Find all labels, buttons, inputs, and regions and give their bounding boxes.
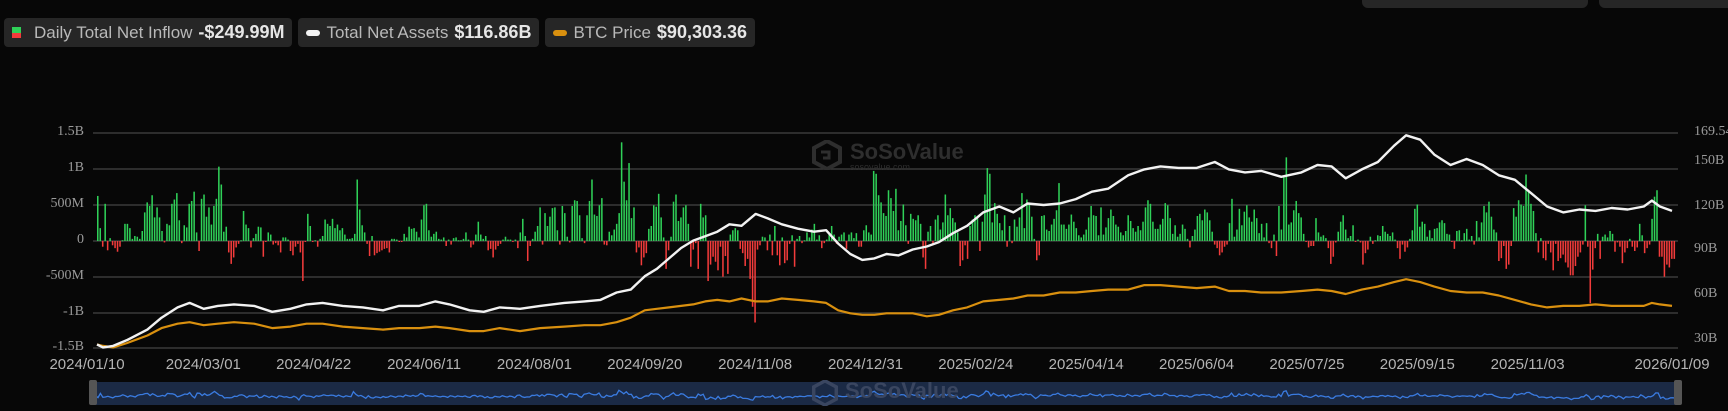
x-tick-label: 2024/04/22 <box>276 356 352 373</box>
top-toolbar-button-2[interactable] <box>1599 0 1728 8</box>
x-tick-label: 2025/02/24 <box>938 356 1014 373</box>
y-tick-label: 1.5B <box>57 124 84 139</box>
x-tick-label: 2024/08/01 <box>496 356 572 373</box>
legend-item-daily-net-inflow[interactable]: Daily Total Net Inflow -$249.99M <box>4 18 293 47</box>
y-tick-label: 1B <box>67 160 84 175</box>
x-tick-label: 2024/12/31 <box>827 356 904 373</box>
y-tick-label: -500M <box>45 268 84 283</box>
top-toolbar-button-1[interactable] <box>1362 0 1588 8</box>
legend-value: -$249.99M <box>198 22 285 42</box>
legend-value: $90,303.36 <box>656 22 748 42</box>
x-tick-label: 2025/07/25 <box>1269 356 1345 373</box>
y-tick-label: 150B <box>1694 153 1725 168</box>
legend-value: $116.86B <box>454 22 532 42</box>
x-tick-label: 2026/01/09 <box>1634 356 1710 373</box>
legend-label: Daily Total Net Inflow <box>34 22 193 42</box>
bar-swatch-icon <box>12 27 21 38</box>
y-tick-label: -1B <box>63 304 84 319</box>
x-tick-label: 2025/06/04 <box>1159 356 1235 373</box>
y-tick-label: 0 <box>77 232 84 247</box>
slider-handle-left[interactable] <box>89 380 97 405</box>
legend-label: Total Net Assets <box>326 22 449 42</box>
y-tick-label: 169.54 <box>1694 124 1728 139</box>
slider-preview-line <box>92 389 1676 402</box>
x-tick-label: 2024/09/20 <box>607 356 683 373</box>
y-tick-label: 120B <box>1694 198 1725 213</box>
y-tick-label: 60B <box>1694 286 1718 301</box>
x-tick-label: 2025/04/14 <box>1048 356 1124 373</box>
legend-item-btc-price[interactable]: BTC Price $90,303.36 <box>545 18 756 47</box>
y-tick-label: -1.5B <box>52 339 85 354</box>
x-tick-label: 2024/11/08 <box>718 356 793 373</box>
y-tick-label: 30B <box>1694 331 1718 346</box>
x-tick-label: 2025/09/15 <box>1379 356 1455 373</box>
x-tick-label: 2024/01/10 <box>49 356 125 373</box>
x-tick-label: 2024/06/11 <box>387 356 462 373</box>
slider-handle-right[interactable] <box>1674 380 1682 405</box>
legend-label: BTC Price <box>573 22 651 42</box>
line-swatch-icon <box>306 29 321 36</box>
y-tick-label: 90B <box>1694 241 1718 256</box>
x-tick-label: 2024/03/01 <box>165 356 241 373</box>
legend-item-total-net-assets[interactable]: Total Net Assets $116.86B <box>298 18 540 47</box>
y-tick-label: 500M <box>50 196 84 211</box>
data-zoom-slider[interactable] <box>92 382 1678 405</box>
line-swatch-icon <box>553 29 568 36</box>
chart-legend: Daily Total Net Inflow -$249.99M Total N… <box>4 18 756 47</box>
x-tick-label: 2025/11/03 <box>1490 356 1565 373</box>
